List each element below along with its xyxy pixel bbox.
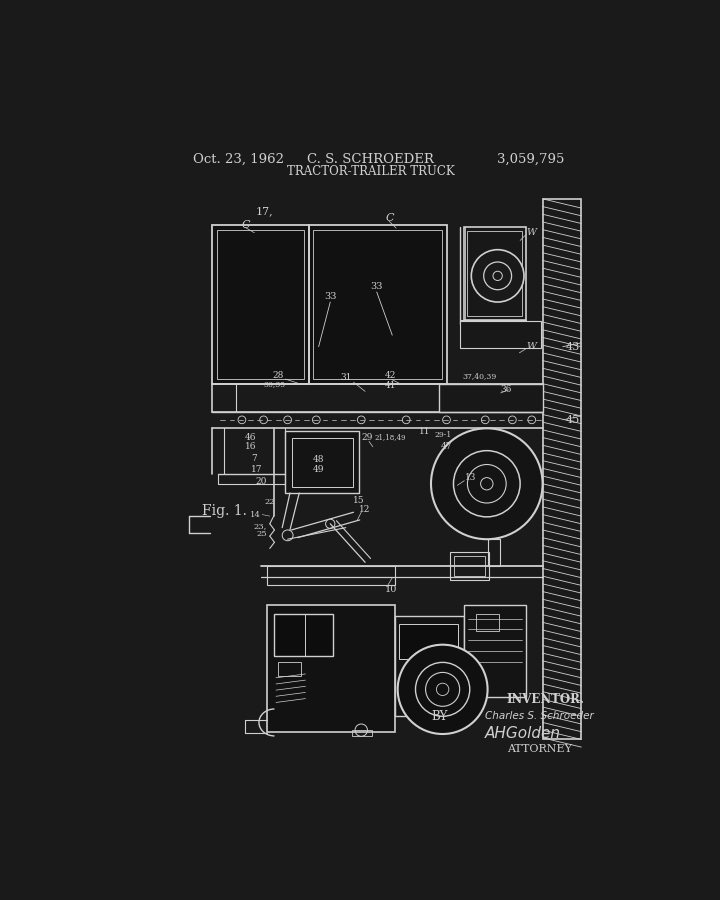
Text: 3,059,795: 3,059,795	[497, 153, 564, 166]
Text: 33: 33	[324, 292, 336, 302]
Text: 13: 13	[465, 473, 477, 482]
Text: 22: 22	[264, 499, 275, 506]
Bar	[274, 614, 333, 656]
Text: INVENTOR.: INVENTOR.	[507, 693, 585, 706]
Text: TRACTOR-TRAILER TRUCK: TRACTOR-TRAILER TRUCK	[287, 166, 454, 178]
Bar	[438, 383, 543, 412]
Text: C. S. SCHROEDER: C. S. SCHROEDER	[307, 153, 434, 166]
Text: 11: 11	[419, 427, 431, 436]
Text: Fig. 1.: Fig. 1.	[202, 505, 246, 518]
Text: 37,40,39: 37,40,39	[463, 372, 497, 380]
Text: 29-1: 29-1	[434, 431, 451, 439]
Text: W: W	[526, 342, 536, 351]
Text: 28: 28	[272, 372, 284, 381]
Bar	[395, 616, 464, 716]
Text: 12: 12	[359, 506, 370, 515]
Text: 25: 25	[256, 530, 266, 538]
Bar	[217, 230, 304, 379]
Bar	[467, 231, 522, 316]
Text: 41: 41	[385, 381, 397, 390]
Bar	[487, 539, 500, 566]
Text: C: C	[241, 220, 250, 230]
Bar	[543, 199, 581, 740]
Text: 42: 42	[385, 372, 397, 381]
Text: ATTORNEY: ATTORNEY	[507, 744, 572, 754]
Circle shape	[431, 428, 543, 539]
Text: 7: 7	[251, 454, 257, 463]
Text: AHGolden: AHGolden	[485, 725, 562, 741]
Text: 45: 45	[566, 415, 580, 425]
Bar	[266, 605, 395, 732]
Text: BY: BY	[431, 710, 447, 723]
Text: 46: 46	[245, 433, 256, 442]
Bar	[352, 730, 372, 736]
Text: 17,: 17,	[256, 206, 274, 216]
Bar	[285, 431, 359, 493]
Text: C: C	[386, 213, 395, 223]
Text: 15: 15	[353, 496, 365, 505]
Circle shape	[472, 249, 524, 302]
Text: Charles S. Schroeder: Charles S. Schroeder	[485, 711, 594, 721]
Text: 17: 17	[251, 465, 263, 474]
Text: 29: 29	[361, 433, 373, 442]
Bar	[476, 614, 499, 631]
Text: 33: 33	[371, 282, 383, 291]
Text: 21,18,49: 21,18,49	[375, 434, 407, 442]
Bar	[266, 566, 395, 585]
Text: 23,: 23,	[253, 522, 266, 530]
Text: 48: 48	[313, 454, 325, 464]
Bar	[461, 321, 541, 348]
Bar	[212, 225, 309, 383]
Text: 16: 16	[245, 442, 256, 451]
Text: 31: 31	[340, 373, 351, 382]
Text: 36: 36	[500, 384, 512, 393]
Bar	[464, 605, 526, 698]
Circle shape	[397, 644, 487, 734]
Text: Oct. 23, 1962: Oct. 23, 1962	[193, 153, 284, 166]
Text: 10: 10	[384, 585, 397, 594]
Bar	[313, 230, 442, 379]
Text: 49: 49	[313, 465, 325, 474]
Text: 14: 14	[250, 510, 261, 518]
Bar	[309, 225, 446, 383]
Bar	[399, 624, 458, 659]
Text: 20: 20	[256, 477, 267, 486]
Bar	[464, 228, 526, 320]
Bar	[451, 553, 489, 580]
Text: W: W	[526, 229, 536, 238]
Bar	[454, 556, 485, 576]
Bar	[277, 662, 301, 676]
Text: 47: 47	[441, 442, 452, 451]
Text: 36,35: 36,35	[264, 380, 285, 388]
Text: 43: 43	[566, 342, 580, 352]
Bar	[292, 437, 353, 487]
